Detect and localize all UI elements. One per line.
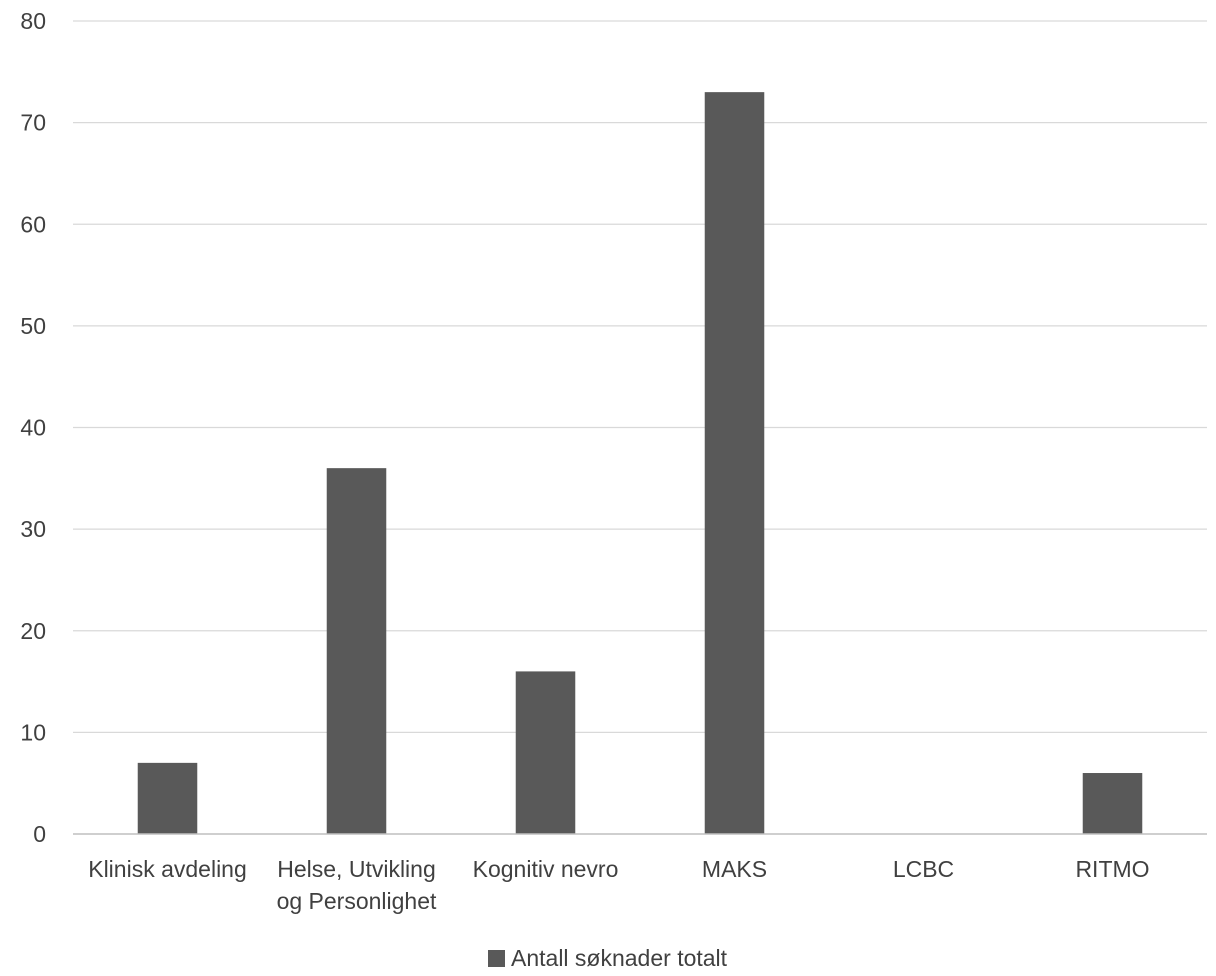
y-tick-label: 10 [20, 719, 46, 745]
gridlines [73, 20, 1207, 734]
x-tick-label: RITMO [1075, 856, 1149, 882]
bar [326, 468, 387, 834]
x-tick-label-line: Helse, Utvikling [277, 856, 436, 882]
bar [704, 92, 765, 834]
y-tick-label: 30 [20, 516, 46, 542]
y-tick-label: 60 [20, 211, 46, 237]
x-axis-labels: Klinisk avdeling Helse, Utvikling og Perso… [88, 856, 1149, 914]
bar [515, 671, 576, 834]
x-tick-label: MAKS [702, 856, 767, 882]
bar [1082, 773, 1143, 834]
bar [137, 762, 198, 834]
x-tick-label: Klinisk avdeling [88, 856, 247, 882]
x-tick-label: Kognitiv nevro [473, 856, 619, 882]
x-tick-label: Helse, Utvikling og Personlighet [277, 856, 437, 914]
y-tick-label: 40 [20, 415, 46, 441]
legend: Antall søknader totalt [488, 945, 728, 971]
y-tick-label: 0 [33, 821, 46, 847]
x-tick-label-line: LCBC [893, 856, 954, 882]
legend-label: Antall søknader totalt [511, 945, 728, 971]
x-tick-label: LCBC [893, 856, 954, 882]
y-tick-label: 50 [20, 313, 46, 339]
legend-swatch [488, 950, 505, 967]
x-tick-label-line: RITMO [1075, 856, 1149, 882]
x-tick-label-line: Kognitiv nevro [473, 856, 619, 882]
y-tick-label: 20 [20, 618, 46, 644]
x-tick-label-line: MAKS [702, 856, 767, 882]
y-tick-label: 80 [20, 8, 46, 34]
x-tick-label-line: Klinisk avdeling [88, 856, 247, 882]
y-tick-label: 70 [20, 110, 46, 136]
bars [137, 92, 1143, 834]
x-tick-label-line: og Personlighet [277, 888, 437, 914]
y-axis-ticks: 0 10 20 30 40 50 60 70 80 [20, 8, 46, 847]
